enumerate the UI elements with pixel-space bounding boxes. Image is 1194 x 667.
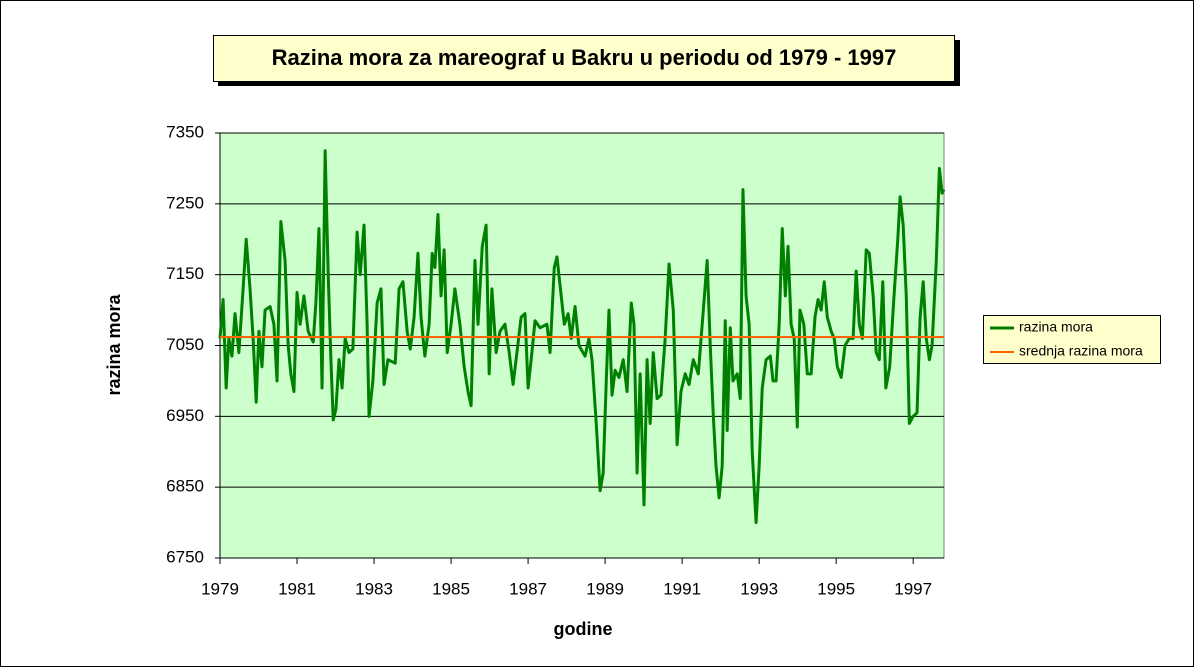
x-tick-label: 1983 — [355, 579, 393, 598]
legend-box — [983, 315, 1161, 364]
x-tick-label: 1985 — [432, 579, 470, 598]
x-tick-label: 1987 — [509, 579, 547, 598]
chart-title: Razina mora za mareograf u Bakru u perio… — [272, 45, 897, 70]
y-tick-label: 7250 — [166, 193, 204, 212]
x-tick-label: 1995 — [817, 579, 855, 598]
x-tick-label: 1993 — [740, 579, 778, 598]
y-tick-label: 7350 — [166, 122, 204, 141]
series-line — [218, 149, 946, 525]
x-tick-label: 1981 — [278, 579, 316, 598]
y-tick-label: 7050 — [166, 335, 204, 354]
x-tick-label: 1979 — [201, 579, 239, 598]
x-axis-title: godine — [554, 619, 613, 639]
y-tick-label: 6850 — [166, 477, 204, 496]
y-axis-title: razina mora — [104, 293, 124, 395]
legend-label: srednja razina mora — [1019, 343, 1143, 359]
y-tick-label: 7150 — [166, 264, 204, 283]
x-tick-label: 1997 — [894, 579, 932, 598]
legend-label: razina mora — [1019, 319, 1093, 335]
y-tick-label: 6750 — [166, 547, 204, 566]
x-tick-label: 1991 — [663, 579, 701, 598]
title-box — [213, 35, 955, 82]
x-tick-label: 1989 — [586, 579, 624, 598]
y-tick-label: 6950 — [166, 406, 204, 425]
